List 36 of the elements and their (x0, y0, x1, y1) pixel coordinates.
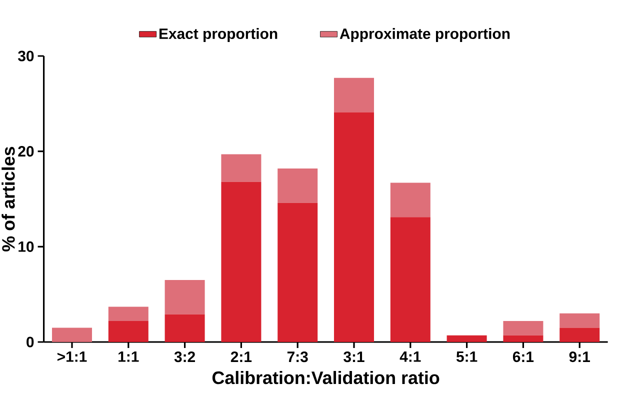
y-tick-label: 30 (18, 50, 34, 62)
bar (390, 217, 430, 342)
bar (503, 321, 544, 336)
legend-label: Approximate proportion (340, 28, 510, 42)
bar (278, 202, 318, 342)
bar (560, 328, 600, 342)
x-tick-label: 1:1 (118, 352, 139, 362)
bar (108, 321, 148, 342)
x-tick-label: 4:1 (400, 352, 421, 362)
x-tick-label: 5:1 (456, 352, 478, 362)
bar (164, 280, 205, 314)
x-axis-title: Calibration:Validation ratio (212, 370, 440, 384)
bar (108, 306, 148, 322)
y-tick-label: 10 (18, 241, 34, 252)
x-tick-label: 6:1 (512, 352, 534, 362)
legend-label: Exact proportion (160, 28, 278, 42)
bar (334, 78, 374, 112)
bar (52, 328, 92, 342)
bar (446, 335, 487, 342)
bar (503, 335, 544, 342)
bar (560, 313, 600, 328)
y-axis-title: % of articles (2, 146, 15, 252)
bar (390, 182, 430, 218)
bar (278, 168, 318, 203)
x-tick-label: 2:1 (230, 352, 252, 362)
x-tick-label: 3:1 (344, 352, 364, 362)
bar (221, 182, 262, 342)
x-tick-label: 7:3 (287, 352, 308, 362)
bar (334, 112, 374, 342)
bar (164, 314, 205, 342)
y-tick-label: 20 (18, 146, 34, 157)
bar (221, 154, 262, 182)
y-tick-label: 0 (26, 336, 34, 348)
x-tick-label: 9:1 (569, 352, 590, 362)
x-tick-label: 3:2 (174, 352, 195, 362)
x-tick-label: >1:1 (57, 352, 87, 362)
